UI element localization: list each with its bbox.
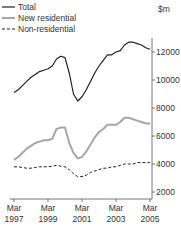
y-tick-label: 10000 xyxy=(156,75,180,85)
x-tick-label: Mar1999 xyxy=(39,203,58,224)
y-tick xyxy=(152,108,155,109)
legend-swatch xyxy=(2,17,15,19)
y-tick-label: 6000 xyxy=(156,131,175,141)
x-tick xyxy=(14,199,15,202)
y-tick xyxy=(152,192,155,193)
legend-label: Total xyxy=(18,2,36,12)
y-tick-label: 2000 xyxy=(156,187,175,197)
x-tick xyxy=(150,199,151,202)
chart: 2000 4000 6000 8000 10000 12000 $m Mar1997 Mar19… xyxy=(0,0,181,231)
y-tick xyxy=(152,80,155,81)
x-tick-label: Mar2001 xyxy=(73,203,92,224)
y-tick xyxy=(152,164,155,165)
x-tick xyxy=(116,199,117,202)
y-axis xyxy=(152,38,153,199)
legend-swatch xyxy=(2,29,15,30)
y-axis-label: $m xyxy=(158,4,170,14)
series-line xyxy=(14,118,150,160)
y-tick xyxy=(152,136,155,137)
legend-label: New residential xyxy=(18,13,76,23)
y-tick-label: 4000 xyxy=(156,159,175,169)
series-line xyxy=(14,42,150,101)
plot-area xyxy=(14,42,150,176)
x-tick xyxy=(82,199,83,202)
series-line xyxy=(14,163,150,177)
x-tick-label: Mar2005 xyxy=(141,203,160,224)
legend-label: Non-residential xyxy=(18,24,75,34)
y-tick xyxy=(152,52,155,53)
x-tick-label: Mar1997 xyxy=(5,203,24,224)
legend-swatch xyxy=(2,6,15,7)
x-tick xyxy=(48,199,49,202)
x-tick-label: Mar2003 xyxy=(107,203,126,224)
x-axis xyxy=(10,199,152,200)
y-tick-label: 8000 xyxy=(156,103,175,113)
y-tick-label: 12000 xyxy=(156,47,180,57)
